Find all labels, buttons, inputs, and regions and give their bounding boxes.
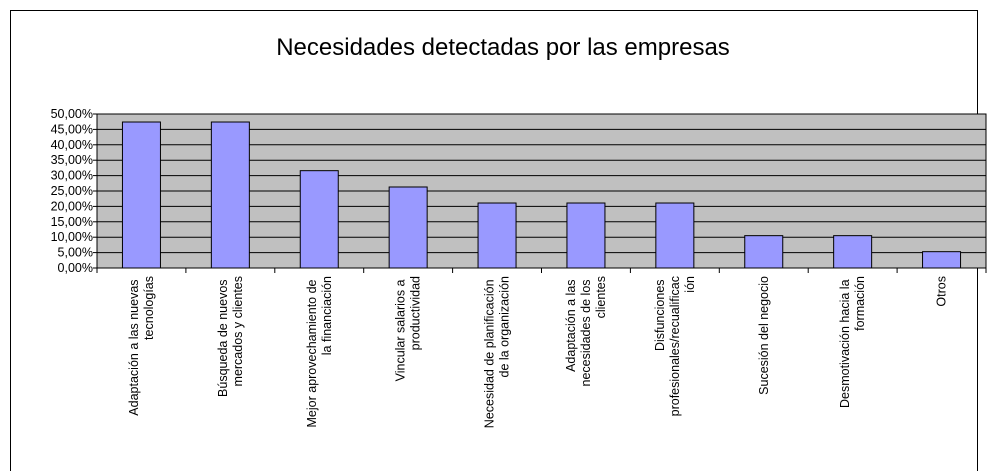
y-tick-label: 50,00% [51,107,93,121]
y-tick-label: 20,00% [51,199,93,213]
bar [477,202,517,269]
y-tick-label: 30,00% [51,169,93,183]
y-tick-label: 35,00% [51,153,93,167]
y-tick-label: 0,00% [58,261,93,275]
x-tick-label: Sucesión del negocio [757,276,771,395]
x-tick-label: Vincular salarios a productividad [394,276,423,381]
x-tick-label: Disfunciones profesionales/recualificaci… [653,276,697,416]
bar [744,235,784,269]
x-tick-label: Búsqueda de nuevos mercados y clientes [216,276,245,397]
x-tick-label: Adaptación a las nuevas tecnologías [127,276,156,416]
x-tick-label: Desmotivación hacia la formación [838,276,867,408]
bar [566,202,606,269]
y-tick-label: 45,00% [51,122,93,136]
y-tick-label: 25,00% [51,184,93,198]
bar [121,121,161,269]
x-tick-label: Adaptación a las necesidades de los clie… [564,276,608,387]
bar [655,202,695,269]
bar [388,186,428,269]
y-tick-label: 5,00% [58,246,93,260]
y-tick-label: 40,00% [51,138,93,152]
x-tick-label: Otros [935,276,949,307]
y-tick-label: 10,00% [51,230,93,244]
bar [210,121,250,269]
bar [833,235,873,269]
chart-title: Necesidades detectadas por las empresas [276,34,730,61]
bar [299,170,339,269]
y-tick-label: 15,00% [51,215,93,229]
bar [922,251,962,269]
x-tick-label: Necesidad de planificación de la organiz… [483,276,512,428]
x-tick-label: Mejor aprovechamiento de la financiación [305,276,334,428]
